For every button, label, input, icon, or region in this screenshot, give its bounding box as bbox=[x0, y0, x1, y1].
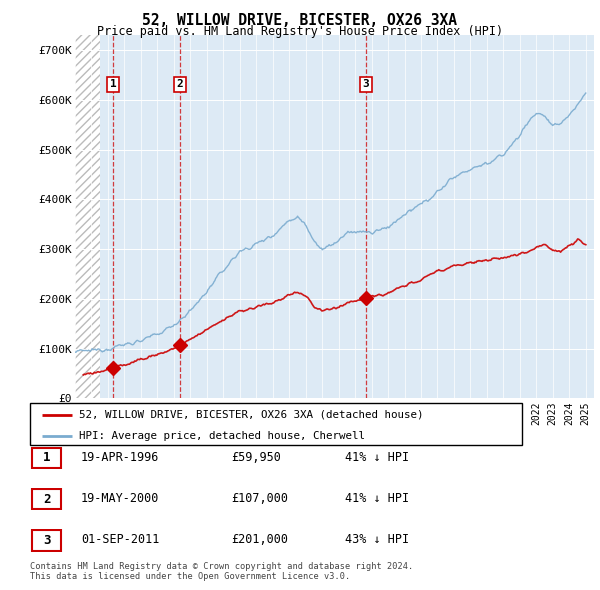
Text: 41% ↓ HPI: 41% ↓ HPI bbox=[345, 492, 409, 505]
Text: 3: 3 bbox=[363, 80, 370, 89]
Text: 2: 2 bbox=[43, 493, 50, 506]
Text: 19-MAY-2000: 19-MAY-2000 bbox=[81, 492, 160, 505]
Text: 52, WILLOW DRIVE, BICESTER, OX26 3XA: 52, WILLOW DRIVE, BICESTER, OX26 3XA bbox=[143, 13, 458, 28]
Text: HPI: Average price, detached house, Cherwell: HPI: Average price, detached house, Cher… bbox=[79, 431, 365, 441]
FancyBboxPatch shape bbox=[32, 489, 61, 509]
Text: 41% ↓ HPI: 41% ↓ HPI bbox=[345, 451, 409, 464]
Text: 01-SEP-2011: 01-SEP-2011 bbox=[81, 533, 160, 546]
Text: £59,950: £59,950 bbox=[231, 451, 281, 464]
Text: 1: 1 bbox=[43, 451, 50, 464]
Text: Price paid vs. HM Land Registry's House Price Index (HPI): Price paid vs. HM Land Registry's House … bbox=[97, 25, 503, 38]
Text: 19-APR-1996: 19-APR-1996 bbox=[81, 451, 160, 464]
Text: Contains HM Land Registry data © Crown copyright and database right 2024.
This d: Contains HM Land Registry data © Crown c… bbox=[30, 562, 413, 581]
Text: 3: 3 bbox=[43, 534, 50, 547]
FancyBboxPatch shape bbox=[32, 448, 61, 468]
FancyBboxPatch shape bbox=[32, 530, 61, 550]
Text: 2: 2 bbox=[177, 80, 184, 89]
Text: 52, WILLOW DRIVE, BICESTER, OX26 3XA (detached house): 52, WILLOW DRIVE, BICESTER, OX26 3XA (de… bbox=[79, 410, 424, 420]
Bar bbox=[75, 35, 100, 398]
Bar bbox=[75, 35, 100, 398]
Text: 43% ↓ HPI: 43% ↓ HPI bbox=[345, 533, 409, 546]
Text: £107,000: £107,000 bbox=[231, 492, 288, 505]
FancyBboxPatch shape bbox=[30, 403, 522, 445]
Text: £201,000: £201,000 bbox=[231, 533, 288, 546]
Text: 1: 1 bbox=[110, 80, 116, 89]
